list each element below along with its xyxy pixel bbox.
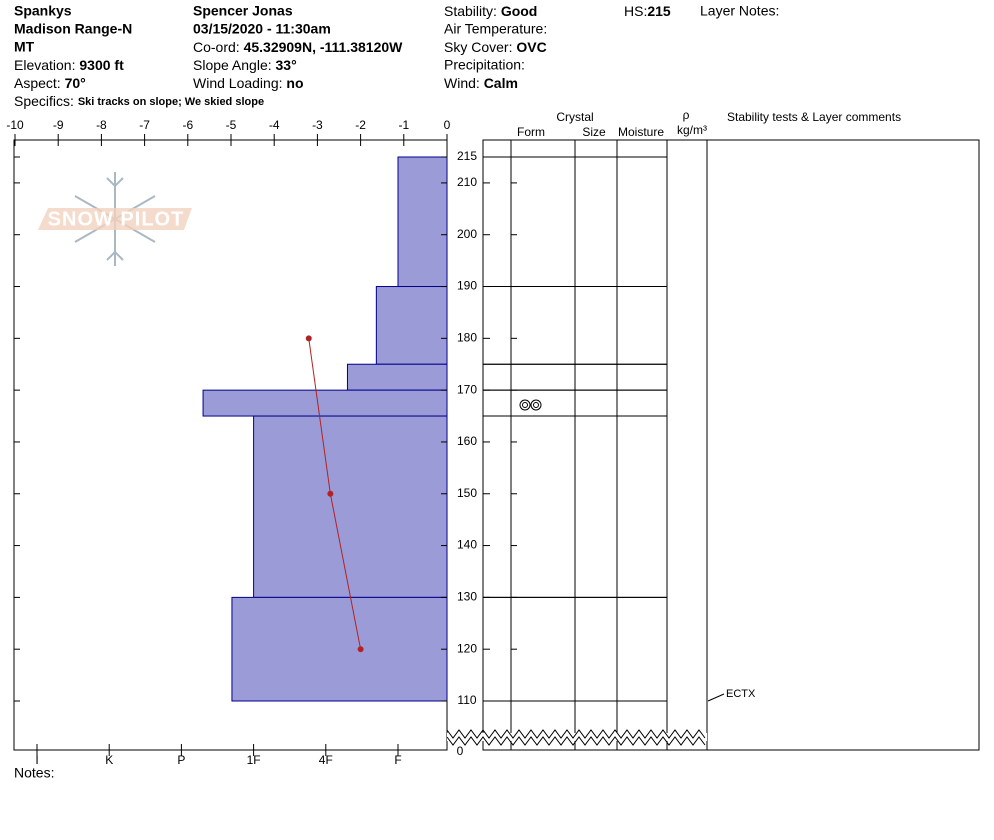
height-tick-label: 200 [457,227,477,241]
label: Elevation: [14,57,75,73]
height-tick-label: 110 [457,693,476,707]
datetime: 03/15/2020 - 11:30am [193,21,331,37]
state: MT [14,39,35,55]
temperature-tick-label: 0 [444,118,451,132]
temperature-tick-label: -5 [226,118,237,132]
hardness-tick-label: K [105,753,113,767]
label: Wind Loading: [193,75,283,91]
height-tick-label: 190 [457,279,477,293]
temperature-tick-label: -1 [398,118,409,132]
label: Wind: [444,75,480,91]
hardness-bar [202,389,448,417]
value: 70° [65,75,86,91]
base-label: 0 [457,744,464,758]
temperature-point [357,646,364,653]
column-lines [510,140,708,750]
hardness-bar [397,156,448,288]
height-tick-label: 140 [457,538,477,552]
height-tick-label: 210 [457,175,477,189]
col-crystal: Crystal [556,110,593,124]
height-tick-label: 150 [457,486,477,500]
hardness-tick-label: I [35,753,38,767]
precipitation: Precipitation: [444,57,525,73]
col-size: Size [582,125,606,139]
aspect: Aspect: 70° [14,75,86,91]
label: Slope Angle: [193,57,272,73]
col-moisture: Moisture [618,125,664,139]
test-label: ECTX [726,688,756,700]
height-tick-label: 130 [457,590,477,604]
axis-break [446,729,707,746]
value: 33° [276,57,297,73]
height-tick-label: 120 [457,641,477,655]
wind: Wind: Calm [444,75,518,91]
wind-loading: Wind Loading: no [193,75,304,91]
crystal-symbol [519,399,542,411]
break-band [447,733,707,741]
label: Aspect: [14,75,61,91]
value: Good [501,3,538,19]
hardness-bar [375,286,448,365]
col-density-unit: kg/m³ [677,123,707,137]
test-pointer [707,693,725,702]
air-temperature: Air Temperature: [444,21,547,37]
hardness-bar [253,415,448,598]
hardness-tick-label: 1F [247,753,261,767]
hardness-bar [346,363,448,391]
label: Stability: [444,3,497,19]
table-frame [482,139,980,751]
col-form: Form [517,125,545,139]
height-tick-label: 160 [457,434,477,448]
temperature-tick-label: -9 [53,118,64,132]
value: 9300 ft [79,57,124,73]
location: Spankys [14,3,72,19]
hs: HS:215 [624,3,671,19]
elevation: Elevation: 9300 ft [14,57,124,73]
height-tick-label: 180 [457,331,477,345]
logo-band [38,208,192,230]
hardness-bar [231,596,448,702]
slope-angle: Slope Angle: 33° [193,57,297,73]
break-line [446,729,706,739]
height-tick-label: 170 [457,382,477,396]
col-comments: Stability tests & Layer comments [727,110,901,124]
hardness-tick-label: 4F [319,753,333,767]
logo-text: SNOW PILOT [48,208,185,230]
value: Calm [484,75,518,91]
label: Sky Cover: [444,39,512,55]
observer: Spencer Jonas [193,3,293,19]
value: 45.32909N, -111.38120W [244,39,404,55]
hardness-tick-label: F [394,753,401,767]
temperature-tick-label: -10 [6,118,24,132]
value: OVC [516,39,546,55]
label: HS: [624,3,647,19]
temperature-tick-label: -2 [355,118,366,132]
temperature-point [327,490,334,497]
range: Madison Range-N [14,21,132,37]
temperature-tick-label: -8 [96,118,107,132]
notes: Notes: [14,765,54,781]
label: Co-ord: [193,39,240,55]
temperature-tick-label: -4 [269,118,280,132]
temperature-tick-label: -3 [312,118,323,132]
hardness-tick-label: P [177,753,185,767]
specifics: Specifics: Ski tracks on slope; We skied… [14,93,264,109]
temperature-tick-label: -6 [182,118,193,132]
break-line [446,736,706,746]
height-tick-label: 215 [457,149,477,163]
label: Specifics: [14,93,74,109]
coord: Co-ord: 45.32909N, -111.38120W [193,39,403,55]
temperature-tick-label: -7 [139,118,150,132]
temperature-point [305,335,312,342]
sky-cover: Sky Cover: OVC [444,39,547,55]
value: no [286,75,303,91]
layer-notes: Layer Notes: [700,3,779,19]
value: Ski tracks on slope; We skied slope [78,96,264,108]
stability: Stability: Good [444,3,537,19]
plot: -10 -9 -8 -7 -6 -5 -4 -3 -2 -1 0215210200190180170… [6,118,756,767]
col-density: ρ [683,108,690,122]
value: 215 [647,3,671,19]
